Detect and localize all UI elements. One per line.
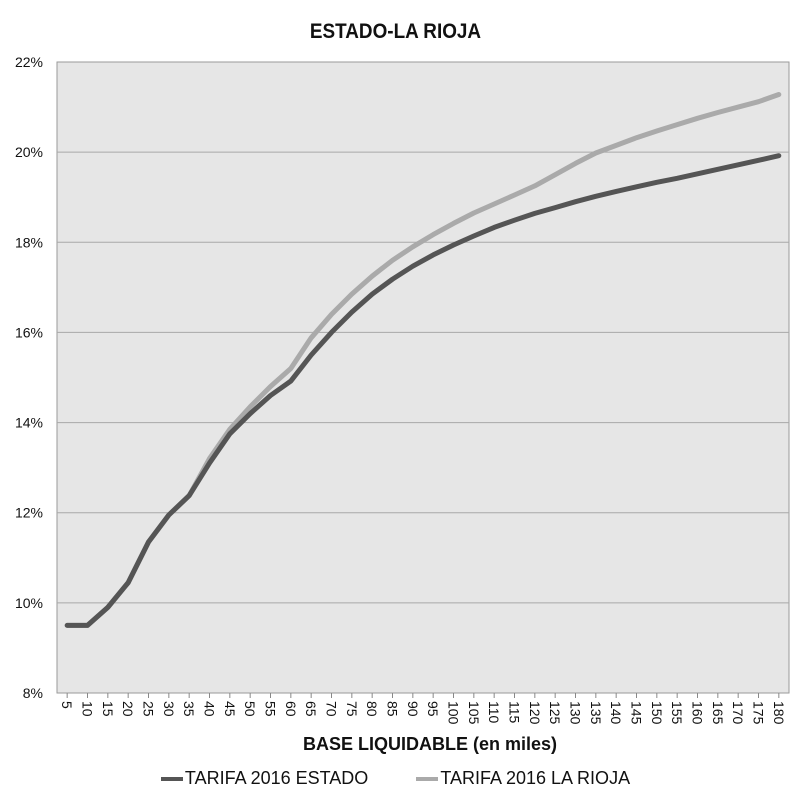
x-tick-label: 130 — [568, 701, 584, 725]
x-tick-label: 60 — [283, 701, 299, 717]
x-tick-label: 150 — [649, 701, 665, 725]
series-line-estado — [64, 153, 782, 628]
legend-swatch-la-rioja — [416, 776, 439, 781]
x-tick-label: 145 — [629, 701, 645, 725]
legend-item-la-rioja: TARIFA 2016 LA RIOJA — [416, 768, 630, 789]
x-tick-label: 35 — [181, 701, 197, 717]
x-tick-label: 105 — [466, 701, 482, 725]
legend-swatch-estado — [160, 776, 183, 781]
x-tick-label: 140 — [608, 701, 624, 725]
legend-label-estado: TARIFA 2016 ESTADO — [184, 768, 369, 788]
x-tick-label: 95 — [425, 701, 441, 717]
legend-label-la-rioja: TARIFA 2016 LA RIOJA — [440, 768, 631, 788]
x-tick-label: 30 — [161, 701, 177, 717]
x-axis-title: BASE LIQUIDABLE (en miles) — [302, 734, 558, 754]
x-tick-label: 100 — [446, 701, 462, 725]
x-tick-label: 160 — [690, 701, 706, 725]
x-tick-label: 75 — [344, 701, 360, 717]
x-tick-label: 15 — [100, 701, 116, 717]
x-tick-label: 115 — [507, 701, 523, 724]
y-tick-label: 18% — [15, 234, 43, 250]
x-tick-label: 5 — [59, 701, 75, 709]
x-tick-label: 170 — [730, 701, 746, 725]
x-tick-label: 25 — [141, 701, 157, 717]
x-tick-label: 10 — [80, 701, 96, 717]
y-tick-label: 12% — [15, 505, 43, 521]
legend-item-estado: TARIFA 2016 ESTADO — [160, 768, 369, 789]
x-tick-label: 120 — [527, 701, 543, 725]
y-tick-label: 16% — [15, 324, 43, 340]
plot-background — [56, 61, 790, 694]
x-tick-label: 45 — [222, 701, 238, 717]
x-tick-label: 90 — [405, 701, 421, 717]
y-tick-label: 22% — [15, 54, 43, 70]
x-tick-label: 155 — [669, 701, 685, 725]
x-tick-label: 65 — [303, 701, 319, 717]
x-tick-label: 180 — [771, 701, 787, 725]
y-tick-label: 20% — [15, 144, 43, 160]
y-tick-label: 10% — [15, 595, 43, 611]
x-tick-label: 80 — [364, 701, 380, 717]
y-tick-label: 14% — [15, 415, 43, 431]
x-tick-label: 20 — [120, 701, 136, 717]
x-tick-label: 175 — [751, 701, 767, 725]
x-tick-label: 40 — [202, 701, 218, 717]
y-tick-label: 8% — [23, 685, 43, 701]
x-tick-label: 165 — [710, 701, 726, 725]
x-tick-label: 85 — [385, 701, 401, 717]
x-tick-label: 110 — [486, 701, 502, 724]
x-tick-label: 135 — [588, 701, 604, 725]
x-tick-label: 70 — [324, 701, 340, 717]
chart-title: ESTADO-LA RIOJA — [309, 20, 482, 43]
legend: TARIFA 2016 ESTADO TARIFA 2016 LA RIOJA — [0, 768, 791, 789]
x-tick-label: 50 — [242, 701, 258, 717]
x-tick-label: 55 — [263, 701, 279, 717]
x-tick-label: 125 — [547, 701, 563, 725]
